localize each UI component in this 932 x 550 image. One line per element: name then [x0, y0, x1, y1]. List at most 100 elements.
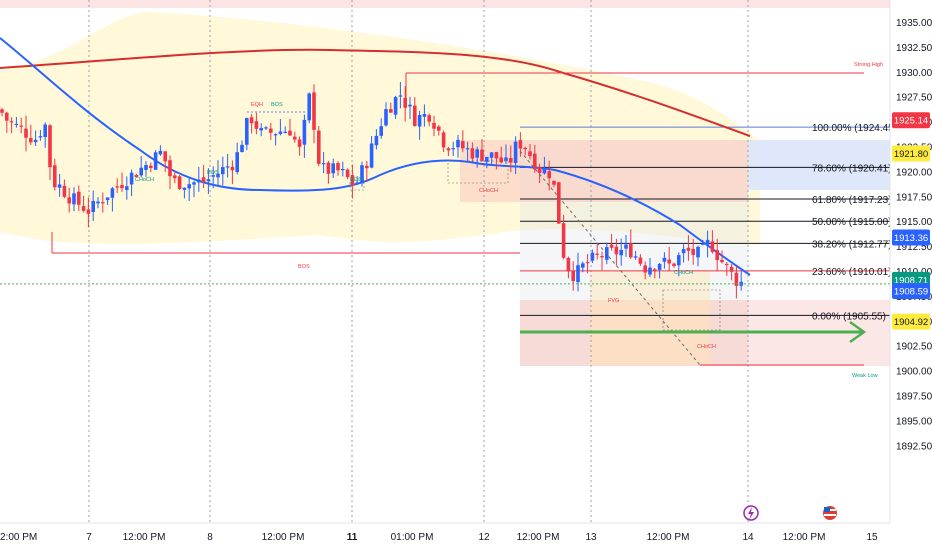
candle-body	[686, 247, 691, 251]
candle-body	[451, 148, 455, 150]
y-tick-label: 1920.00	[896, 167, 932, 178]
candle-body	[648, 267, 652, 275]
fib-level-label: 50.00% (1915.00)	[812, 217, 892, 228]
candle-body	[105, 197, 110, 201]
candle-body	[115, 186, 119, 188]
candle-body	[158, 150, 163, 155]
candle-body	[177, 176, 182, 189]
price-tag-label: 1908.71	[894, 275, 928, 286]
candle-body	[643, 265, 647, 273]
fib-level-label: 0.00% (1905.55)	[812, 311, 886, 322]
grid-lines	[88, 0, 749, 523]
candle-body	[432, 122, 436, 129]
candle-body	[653, 269, 657, 271]
candle-body	[629, 243, 633, 258]
candle-body	[561, 223, 566, 258]
flag-stripe	[824, 514, 836, 516]
x-tick-label: 15	[866, 532, 878, 543]
y-tick-label: 1897.50	[896, 392, 932, 403]
candle-body	[480, 149, 484, 161]
candle-body	[91, 200, 95, 213]
candle-body	[273, 134, 278, 136]
x-tick-label: 13	[585, 532, 597, 543]
candle-body	[302, 119, 307, 145]
fib-level-label: 23.60% (1910.01)	[812, 267, 892, 278]
candle-body	[221, 167, 225, 175]
x-tick-label: 01:00 PM	[391, 532, 434, 543]
candle-body	[528, 151, 532, 157]
blue-moving-average	[0, 37, 751, 276]
candle-body	[566, 257, 571, 272]
candle-body	[417, 115, 422, 127]
candle-body	[427, 115, 431, 122]
candle-body	[590, 252, 595, 261]
candle-body	[297, 139, 302, 147]
price-tag	[892, 112, 930, 129]
candle-body	[581, 263, 585, 268]
candle-body	[72, 193, 76, 205]
y-tick-label: 1927.50	[896, 93, 932, 104]
candle-body	[81, 206, 86, 211]
candle-body	[264, 127, 268, 129]
candle-body	[168, 160, 172, 177]
candle-body	[33, 139, 38, 143]
candle-body	[657, 263, 662, 270]
bos-label: BOS	[271, 102, 283, 108]
candle-body	[489, 152, 494, 158]
fib-retracement[interactable]: 100.00% (1924.45) 78.60% (1920.41) 61.80% …	[520, 123, 897, 322]
candle-body	[331, 163, 335, 174]
candle-body	[533, 153, 537, 170]
candle-body	[144, 164, 148, 170]
candle-body	[307, 93, 311, 121]
candle-body	[552, 180, 556, 185]
candle-body	[499, 157, 503, 163]
y-tick-label: 1917.50	[896, 192, 932, 203]
candle-body	[662, 257, 667, 262]
candle-body	[101, 202, 105, 204]
candle-body	[710, 241, 715, 252]
candle-body	[720, 259, 724, 263]
candle-body	[413, 105, 417, 126]
candle-body	[245, 118, 249, 145]
flag-canton	[824, 507, 830, 512]
candle-body	[672, 263, 676, 267]
candle-body	[9, 121, 14, 123]
x-axis-panel	[0, 523, 932, 550]
candle-body	[638, 257, 643, 264]
candle-body	[624, 244, 628, 249]
candle-body	[345, 169, 350, 178]
candle-body	[504, 157, 508, 161]
choch-label: CHoCH	[674, 270, 693, 276]
y-tick-label: 1932.50	[896, 43, 932, 54]
candle-body	[182, 187, 187, 190]
candle-body	[259, 128, 263, 131]
price-tag-label: 1904.92	[894, 317, 928, 328]
candle-body	[441, 132, 446, 148]
candle-body	[43, 124, 47, 138]
candle-body	[249, 117, 254, 124]
fib-level-label: 78.60% (1920.41)	[812, 163, 892, 174]
candle-body	[609, 244, 614, 248]
y-tick-label: 1895.00	[896, 416, 932, 427]
candle-body	[614, 246, 619, 255]
candle-body	[53, 165, 57, 188]
blue-zone	[748, 140, 890, 190]
candle-body	[494, 152, 499, 159]
strong-high-label: Strong High	[854, 62, 883, 68]
orange-zone	[590, 270, 710, 365]
candle-body	[86, 209, 91, 214]
candle-body	[120, 184, 124, 189]
candle-body	[691, 248, 695, 255]
candle-body	[379, 126, 383, 136]
candle-body	[19, 125, 23, 127]
candle-body	[269, 128, 273, 133]
y-tick-label: 1915.00	[896, 217, 932, 228]
candle-body	[542, 168, 547, 174]
candle-body	[321, 163, 326, 165]
y-tick-label: 1912.50	[896, 242, 932, 253]
choch-box	[662, 289, 721, 331]
candle-body	[24, 128, 28, 138]
x-tick-label: 12:00 PM	[123, 532, 166, 543]
candle-body	[197, 179, 201, 183]
